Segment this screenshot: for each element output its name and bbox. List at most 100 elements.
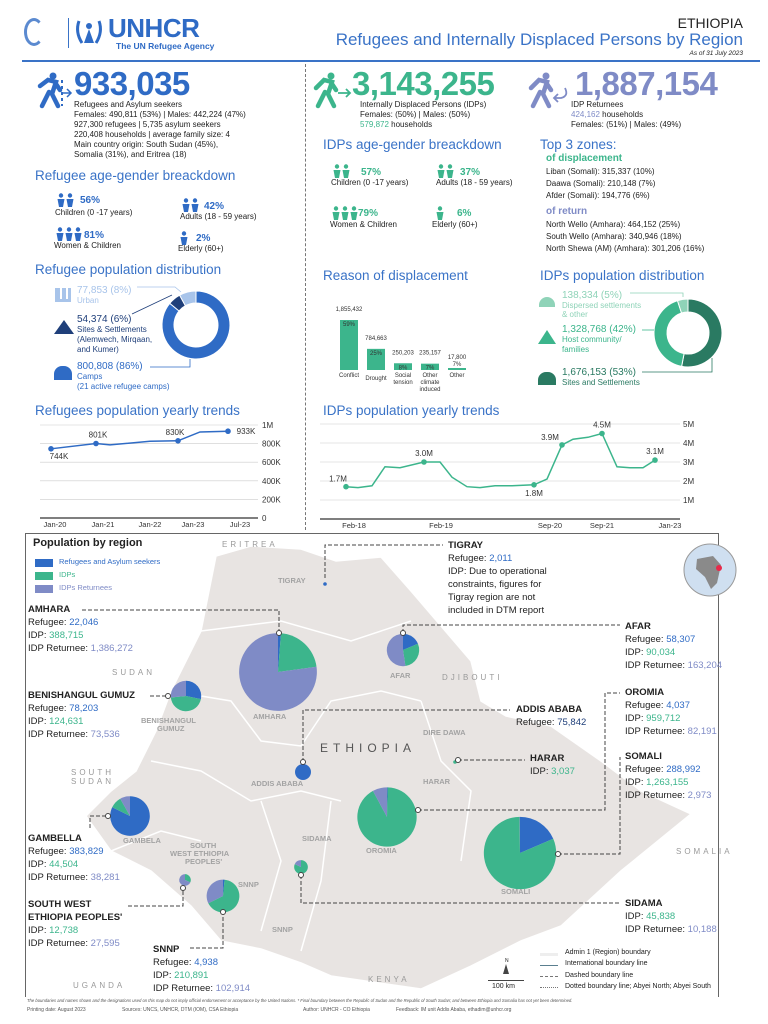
callout-harar: HARAR IDP: 3,037 <box>530 752 575 778</box>
data-point <box>599 430 605 437</box>
region-label: ADDIS ABABA <box>251 779 304 788</box>
idp-value: 3,037 <box>551 766 575 777</box>
bar-category-label: Other <box>449 373 464 379</box>
idp-value: 388,715 <box>49 630 84 641</box>
region-name: TIGRAY <box>448 540 484 551</box>
idp-label: Internally Displaced Persons (IDPs) <box>360 100 487 109</box>
region-label: GAMBELA <box>123 836 161 845</box>
country-label: DJIBOUTI <box>442 673 503 682</box>
return-subtitle: of return <box>546 206 588 217</box>
idp-dist-title: IDPs population distribution <box>540 268 705 283</box>
key-label: Dashed boundary line <box>565 972 634 979</box>
country-label: ERITREA <box>222 540 278 549</box>
callout-oromia: OROMIA Refugee: 4,037 IDP: 959,712 IDP R… <box>625 686 717 738</box>
row-label: IDP Returnee: <box>28 729 91 740</box>
bar-category-label: Other <box>422 373 437 379</box>
row-label: IDP Returnee: <box>28 938 91 949</box>
region-label: DIRE DAWA <box>423 728 466 737</box>
age-pct: 79% <box>358 208 379 219</box>
bar <box>448 368 466 370</box>
tigray-note: constraints, figures for <box>448 579 542 590</box>
pie-slice <box>386 633 406 667</box>
printing-date: Printing date: August 2023 <box>27 1007 86 1013</box>
bar-pct-label: 7% <box>453 362 462 368</box>
bar <box>367 348 385 370</box>
country-label: ETHIOPIA <box>320 741 417 755</box>
camps-value: 800,808 (86%) <box>77 361 143 372</box>
data-point <box>48 446 54 452</box>
sources: Sources: UNCS, UNHCR, DTM (IOM), CSA Eth… <box>122 1007 239 1013</box>
leader-line <box>131 294 173 315</box>
y-tick-label: 0 <box>262 514 267 523</box>
y-tick-label: 600K <box>262 458 281 467</box>
refugee-detail: Females: 490,811 (53%) | Males: 442,224 … <box>74 110 246 119</box>
pie-slice <box>403 643 420 667</box>
bar-pct-label: 8% <box>399 365 408 371</box>
pie-slice <box>372 787 387 817</box>
idp-running-icon <box>313 72 352 109</box>
pie-afar <box>386 633 420 667</box>
callout-tigray: TIGRAY Refugee: 2,011 IDP: Due to operat… <box>448 539 547 617</box>
partner-logo <box>24 18 44 46</box>
x-tick-label: Jan-23 <box>182 520 205 529</box>
donut-slice <box>681 298 723 368</box>
country-label: UGANDA <box>73 981 126 990</box>
tigray-note: IDP: Due to operational <box>448 566 547 577</box>
country-label: SUDAN <box>71 777 115 786</box>
leader-line <box>642 358 713 373</box>
pie-slice <box>179 874 191 886</box>
callout-addis-ababa: ADDIS ABABA Refugee: 75,842 <box>516 703 586 729</box>
x-tick-label: Jul-23 <box>230 520 250 529</box>
pie-slice <box>223 879 225 896</box>
key-label: Dotted boundary line; Abyei North; Abyei… <box>565 983 711 990</box>
zone-item: South Wello (Amhara): 340,946 (18%) <box>546 232 682 241</box>
children-icon <box>57 193 75 212</box>
row-label: Refugee: <box>516 717 558 728</box>
row-label: IDP Returnee: <box>153 983 216 994</box>
idp-value: 45,838 <box>646 911 676 922</box>
pie-slice <box>208 879 240 913</box>
children-icon <box>333 164 351 183</box>
region-label: SOMALI <box>501 887 531 896</box>
pie-slice <box>170 680 186 698</box>
idp-sites-icon <box>538 372 556 385</box>
legend-idps: IDPs <box>59 570 76 579</box>
callout-anchor <box>400 630 406 636</box>
north-arrow-icon <box>503 964 509 974</box>
leader-line <box>137 286 182 293</box>
top-zones-title: Top 3 zones: <box>540 137 617 152</box>
region-label: BENISHANGUL <box>141 716 197 725</box>
unhcr-wordmark: UNHCR <box>108 13 200 43</box>
callout-anchor <box>298 872 304 878</box>
callout-benishangul: BENISHANGUL GUMUZ Refugee: 78,203 IDP: 1… <box>28 689 135 741</box>
x-tick-label: Jan-21 <box>92 520 115 529</box>
page-title: Refugees and Internally Displaced Person… <box>335 30 743 49</box>
age-pct: 6% <box>457 208 472 219</box>
bar <box>340 320 358 370</box>
bar-value-label: 235,157 <box>419 351 441 357</box>
callout-anchor <box>180 885 186 891</box>
refugee-dist-title: Refugee population distribution <box>35 262 222 277</box>
adults-icon <box>182 198 200 217</box>
idp-value: 124,631 <box>49 716 84 727</box>
callout-amhara: AMHARA Refugee: 22,046 IDP: 388,715 IDP … <box>28 603 133 655</box>
region-name: SOUTH WEST <box>28 899 92 910</box>
legend-returnees: IDPs Returnees <box>59 583 112 592</box>
region-name: HARAR <box>530 753 565 764</box>
elderly-icon <box>180 231 189 250</box>
y-tick-label: 1M <box>262 421 273 430</box>
returnee-households: 424,162 households <box>571 110 643 120</box>
bar-category-label: Drought <box>365 376 387 382</box>
refugee-value: 4,037 <box>666 700 690 711</box>
idp-gender: Females: (50%) | Males: (50%) <box>360 110 471 119</box>
women-children-icon <box>56 227 83 246</box>
idp-value: 90,034 <box>646 647 676 658</box>
age-pct: 57% <box>361 167 382 178</box>
region-label: PEOPLES' <box>185 857 223 866</box>
country-label: ETHIOPIA <box>677 15 743 31</box>
camps-label: (21 active refugee camps) <box>77 382 170 391</box>
age-label: Adults (18 - 59 years) <box>180 212 257 221</box>
returnee-gender: Females: (51%) | Males: (49%) <box>571 120 682 129</box>
